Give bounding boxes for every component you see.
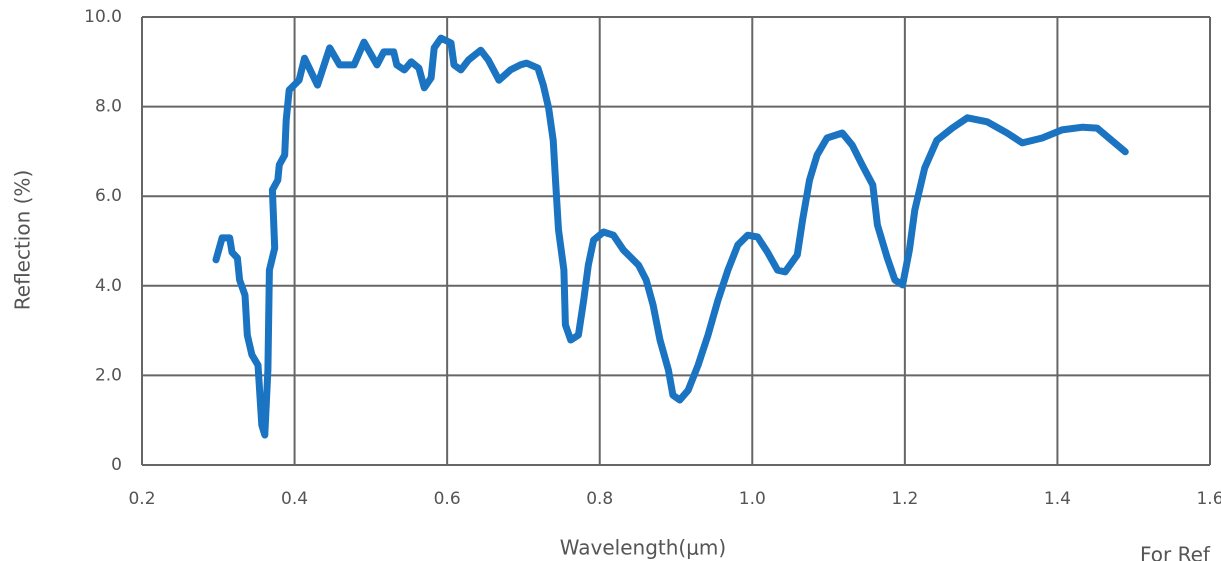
y-tick-label: 2.0	[95, 365, 122, 385]
x-tick-label: 1.4	[1044, 489, 1071, 509]
y-tick-label: 4.0	[95, 276, 122, 296]
x-tick-label: 1.2	[891, 489, 918, 509]
x-tick-label: 1.6	[1196, 489, 1221, 509]
x-tick-label: 0.6	[434, 489, 461, 509]
x-tick-label: 1.0	[739, 489, 766, 509]
y-tick-label: 8.0	[95, 97, 122, 117]
data-line	[212, 34, 1129, 439]
y-tick-label: 0	[111, 455, 122, 475]
y-axis-label: Reflection (%)	[11, 170, 35, 310]
x-tick-label: 0.4	[281, 489, 308, 509]
y-tick-label: 10.0	[84, 7, 122, 27]
y-tick-label: 6.0	[95, 186, 122, 206]
x-tick-label: 0.8	[586, 489, 613, 509]
annotation: For Ref	[1140, 543, 1211, 561]
x-tick-label: 0.2	[128, 489, 155, 509]
x-axis-label: Wavelength(μm)	[560, 536, 726, 560]
